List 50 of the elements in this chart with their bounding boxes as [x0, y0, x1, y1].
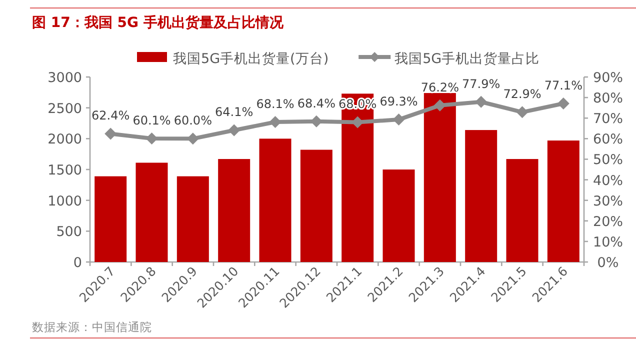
data-label: 60.1%	[132, 113, 171, 128]
y2-tick-label: 60%	[592, 132, 624, 148]
chart-title: 图 17：我国 5G 手机出货量及占比情况	[32, 14, 284, 31]
y2-tick-label: 30%	[592, 193, 624, 210]
point	[516, 106, 528, 118]
bar	[547, 140, 580, 262]
bar	[506, 159, 538, 262]
data-label: 60.0%	[174, 114, 212, 128]
data-label: 72.9%	[503, 87, 542, 102]
y2-tick-label: 10%	[592, 234, 624, 250]
data-label: 64.1%	[215, 105, 254, 120]
point	[434, 99, 446, 112]
y-tick-label: 3000	[48, 70, 82, 86]
data-label: 68.1%	[256, 97, 294, 112]
y-tick-label: 0	[73, 255, 82, 271]
data-label: 69.3%	[380, 94, 418, 109]
bar	[465, 130, 498, 262]
bar	[218, 159, 250, 262]
bar	[176, 176, 209, 262]
y2-tick-label: 90%	[592, 70, 624, 86]
data-label: 77.1%	[544, 78, 582, 93]
point	[104, 128, 117, 140]
y2-tick-label: 80%	[592, 90, 624, 107]
y-tick-label: 500	[56, 224, 82, 240]
y2-tick-label: 20%	[592, 214, 624, 230]
y2-tick-label: 0%	[597, 255, 619, 271]
bar	[94, 176, 127, 262]
bar	[136, 162, 168, 262]
data-label: 68.4%	[297, 96, 336, 110]
bar	[382, 170, 415, 262]
point	[475, 96, 488, 108]
y2-tick-label: 70%	[592, 111, 624, 128]
y-tick-label: 2500	[48, 100, 82, 117]
point	[557, 98, 570, 110]
point	[392, 114, 405, 126]
data-label: 62.4%	[92, 108, 130, 123]
y2-tick-label: 40%	[592, 172, 624, 189]
y-tick-label: 1000	[48, 193, 82, 210]
bar	[259, 138, 292, 262]
y2-tick-label: 50%	[592, 152, 624, 168]
source-note: 数据来源：中国信通院	[32, 320, 152, 334]
data-label: 76.2%	[420, 80, 459, 94]
legend-label: 我国5G手机出货量(万台)	[173, 51, 329, 67]
legend-label: 我国5G手机出货量占比	[394, 51, 540, 67]
bar	[424, 93, 456, 262]
bar	[300, 150, 332, 262]
data-label: 77.9%	[462, 76, 500, 91]
point	[228, 124, 240, 136]
y-tick-label: 1500	[48, 162, 82, 178]
y-tick-label: 2000	[48, 132, 82, 148]
